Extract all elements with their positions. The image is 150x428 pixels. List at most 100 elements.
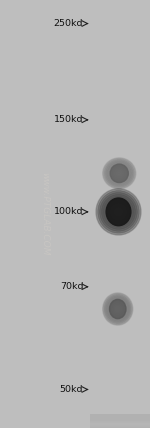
Ellipse shape (108, 163, 130, 184)
Ellipse shape (114, 168, 125, 178)
Ellipse shape (112, 303, 123, 315)
Ellipse shape (105, 296, 130, 322)
Bar (90, 416, 150, 422)
Text: 50kd: 50kd (60, 385, 83, 394)
Bar (90, 414, 150, 421)
Ellipse shape (112, 167, 126, 180)
Ellipse shape (106, 297, 129, 321)
Bar (90, 419, 150, 425)
Bar (90, 419, 150, 427)
Text: 70kd: 70kd (60, 282, 83, 291)
Ellipse shape (116, 210, 121, 214)
Ellipse shape (111, 166, 128, 181)
Ellipse shape (118, 172, 121, 175)
Bar (90, 420, 150, 427)
Bar (90, 420, 150, 427)
Bar (90, 419, 150, 426)
Bar (90, 414, 150, 422)
Bar (90, 421, 150, 428)
Bar (90, 416, 150, 423)
Ellipse shape (96, 189, 141, 235)
Ellipse shape (106, 198, 131, 226)
Bar (90, 419, 150, 426)
Text: www.PTGLAB.COM: www.PTGLAB.COM (40, 172, 50, 256)
Ellipse shape (103, 158, 136, 189)
Text: 250kd: 250kd (54, 19, 83, 28)
Bar (90, 416, 150, 423)
Bar (90, 418, 150, 425)
Bar (90, 419, 150, 427)
Bar (90, 419, 150, 426)
Bar (90, 417, 150, 424)
Bar (90, 415, 150, 422)
Ellipse shape (115, 306, 120, 312)
Bar (90, 419, 150, 425)
Bar (90, 417, 150, 424)
Ellipse shape (116, 170, 122, 176)
Ellipse shape (105, 198, 132, 226)
Ellipse shape (114, 208, 123, 216)
Ellipse shape (108, 298, 128, 320)
Ellipse shape (115, 169, 124, 177)
Bar (90, 420, 150, 428)
Bar (90, 420, 150, 427)
Bar (90, 416, 150, 424)
Bar (90, 415, 150, 422)
Bar (90, 415, 150, 422)
Bar (90, 419, 150, 426)
Bar (90, 415, 150, 422)
Bar (90, 421, 150, 428)
Ellipse shape (102, 194, 135, 229)
Bar (90, 414, 150, 421)
Ellipse shape (112, 206, 124, 218)
Bar (90, 418, 150, 425)
Bar (90, 416, 150, 423)
Bar (90, 416, 150, 423)
Bar (90, 414, 150, 422)
Bar (90, 419, 150, 426)
Bar (90, 416, 150, 423)
Ellipse shape (109, 202, 128, 222)
Ellipse shape (111, 302, 124, 316)
Bar (90, 417, 150, 424)
Ellipse shape (110, 301, 125, 317)
Bar (90, 417, 150, 424)
Ellipse shape (103, 293, 133, 325)
Ellipse shape (110, 164, 129, 182)
Bar (90, 415, 150, 422)
Bar (90, 417, 150, 424)
Bar (90, 415, 150, 422)
Ellipse shape (110, 300, 126, 318)
Ellipse shape (100, 193, 137, 231)
Bar (90, 419, 150, 426)
Ellipse shape (116, 307, 119, 311)
Bar (90, 420, 150, 427)
Bar (90, 414, 150, 421)
Bar (90, 416, 150, 423)
Bar (90, 416, 150, 423)
Text: 100kd: 100kd (54, 207, 83, 217)
Bar (90, 421, 150, 428)
Bar (90, 416, 150, 424)
Bar (90, 416, 150, 423)
Ellipse shape (110, 164, 128, 183)
Bar (90, 418, 150, 425)
Ellipse shape (107, 162, 132, 185)
Ellipse shape (114, 305, 122, 313)
Ellipse shape (111, 204, 126, 220)
Ellipse shape (109, 300, 127, 318)
Bar (90, 420, 150, 427)
Bar (90, 418, 150, 425)
Bar (90, 418, 150, 425)
Ellipse shape (104, 294, 132, 324)
Bar (90, 418, 150, 425)
Bar (90, 417, 150, 425)
Bar (90, 415, 150, 422)
Ellipse shape (104, 159, 134, 187)
Ellipse shape (107, 200, 130, 223)
Bar (90, 419, 150, 426)
Ellipse shape (98, 190, 139, 233)
Bar (90, 417, 150, 425)
Text: 150kd: 150kd (54, 115, 83, 125)
Bar (90, 418, 150, 425)
